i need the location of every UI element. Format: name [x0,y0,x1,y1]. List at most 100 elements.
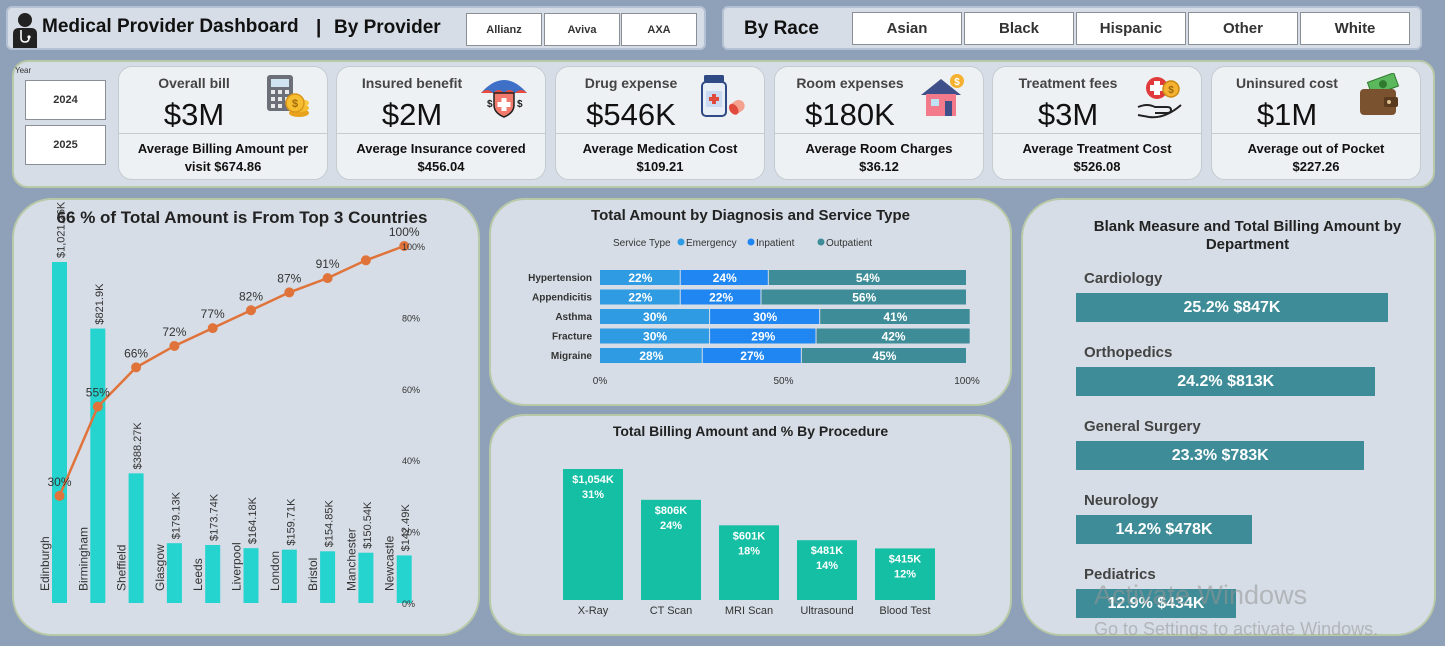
legend-marker [677,238,685,246]
race-button-black[interactable]: Black [964,12,1074,45]
kpi-value: $3M [163,97,225,132]
diagnosis-category-label: Migraine [551,351,593,362]
diagnosis-segment-label: 56% [852,291,876,305]
department-name: Pediatrics [1084,566,1156,583]
title-separator: | [316,17,322,38]
procedure-category-label: Ultrasound [800,605,853,617]
procedure-category-label: CT Scan [650,605,693,617]
diagnosis-segment[interactable] [600,270,680,285]
umbrella-shield-icon: $ $ [481,80,527,118]
pareto-bar[interactable] [396,555,412,603]
procedure-bar[interactable] [719,525,779,600]
kpi-card-room-expenses: Room expenses $180K $ Average Room Charg… [774,66,984,180]
diagnosis-segment[interactable] [702,348,801,363]
pareto-point-label: 87% [277,271,301,285]
diagnosis-segment[interactable] [816,328,970,344]
diagnosis-segment[interactable] [710,328,816,344]
kpi-card-overall-bill: Overall bill $3M $ Average Billing Amoun… [118,66,328,180]
race-button-other[interactable]: Other [1188,12,1298,45]
pareto-point[interactable] [284,287,295,298]
department-bar[interactable]: 14.2% $478K [1076,515,1253,544]
diagnosis-segment[interactable] [600,309,710,324]
provider-button-aviva[interactable]: Aviva [544,13,620,46]
procedure-pct-label: 12% [894,568,916,580]
kpi-subtext: Average Room Charges $36.12 [783,140,975,176]
diagnosis-category-label: Asthma [555,312,592,323]
legend-marker [817,238,825,246]
pareto-point[interactable] [360,255,371,266]
diagnosis-segment-label: 29% [751,330,775,344]
kpi-subtext-line2: $227.26 [1292,159,1340,174]
diagnosis-segment[interactable] [768,270,966,285]
procedure-chart-title: Total Billing Amount and % By Procedure [612,423,889,439]
diagnosis-chart: Service Type Emergency Inpatient Outpatient… [528,238,980,387]
kpi-subtext-line1: Average out of Pocket [1247,141,1385,156]
legend-item[interactable]: Emergency [686,238,737,249]
procedure-chart: $1,054K 31% X-Ray $806K 24% CT Scan $601K 18% MR… [563,469,935,617]
department-bar[interactable]: 23.3% $783K [1076,441,1365,470]
header-provider-bar: Medical Provider Dashboard | By Provider… [6,6,706,50]
pareto-point[interactable] [54,490,65,501]
department-bar[interactable]: 24.2% $813K [1076,367,1376,396]
pareto-bar[interactable] [90,328,106,603]
kpi-label: Room expenses [796,75,904,91]
kpi-card-drug-expense: Drug expense $546K Average Medication Co… [555,66,765,180]
kpi-card-insured-benefit: Insured benefit $2M $ $ Average Insurance… [336,66,546,180]
svg-text:$: $ [292,98,298,110]
kpi-divider [337,133,545,134]
pareto-point[interactable] [207,323,218,334]
diagnosis-segment[interactable] [600,328,710,344]
pareto-point-label: 72% [162,325,186,339]
pareto-bar[interactable] [243,548,259,603]
pareto-bar[interactable] [166,543,182,603]
diagnosis-segment[interactable] [710,309,820,324]
year-button-2024[interactable]: 2024 [25,80,106,120]
pareto-bar[interactable] [52,262,67,603]
pareto-point[interactable] [131,362,142,373]
pareto-bar[interactable] [281,549,297,603]
pareto-bar[interactable] [128,473,144,603]
kpi-divider [119,133,327,134]
diagnosis-segment[interactable] [680,270,768,285]
pareto-point[interactable] [399,241,410,251]
pareto-point[interactable] [246,305,256,316]
diagnosis-segment[interactable] [761,289,966,305]
legend-item[interactable]: Outpatient [826,238,872,249]
diagnosis-segment-label: 22% [628,291,652,305]
diagnosis-segment[interactable] [600,348,702,363]
procedure-bar[interactable] [875,548,935,600]
legend-item[interactable]: Inpatient [756,238,795,249]
pareto-point[interactable] [92,401,103,412]
provider-button-allianz[interactable]: Allianz [466,13,542,46]
pareto-bar[interactable] [205,544,221,603]
diagnosis-x-tick: 0% [593,376,608,387]
pareto-point[interactable] [169,340,180,351]
pareto-point[interactable] [322,273,333,284]
kpi-subtext: Average Billing Amount per visit $674.86 [127,140,319,176]
pareto-category-label: Edinburgh [38,536,52,591]
year-button-2025[interactable]: 2025 [25,125,106,165]
race-button-white[interactable]: White [1300,12,1410,45]
kpi-value: $546K [586,97,676,132]
procedure-amount-label: $481K [811,545,843,557]
svg-text:$: $ [954,77,960,88]
diagnosis-segment[interactable] [680,289,761,305]
diagnosis-segment-label: 22% [628,271,652,285]
procedure-bar[interactable] [797,540,857,600]
race-button-hispanic[interactable]: Hispanic [1076,12,1186,45]
procedure-bar[interactable] [563,469,623,600]
provider-button-axa[interactable]: AXA [621,13,697,46]
pareto-bar[interactable] [320,551,336,603]
procedure-bar[interactable] [641,499,701,600]
department-bar[interactable]: 25.2% $847K [1076,293,1388,322]
race-button-asian[interactable]: Asian [852,12,962,45]
department-name: Cardiology [1084,270,1163,287]
diagnosis-segment[interactable] [600,289,680,305]
pareto-bar[interactable] [358,552,374,603]
procedure-amount-label: $415K [889,553,921,565]
kpi-subtext: Average Treatment Cost $526.08 [1001,140,1193,176]
diagnosis-segment[interactable] [801,348,966,363]
department-bar[interactable]: 12.9% $434K [1076,589,1236,618]
department-title-line1: Blank Measure and Total Billing Amount b… [1093,218,1402,235]
diagnosis-segment[interactable] [820,309,970,324]
